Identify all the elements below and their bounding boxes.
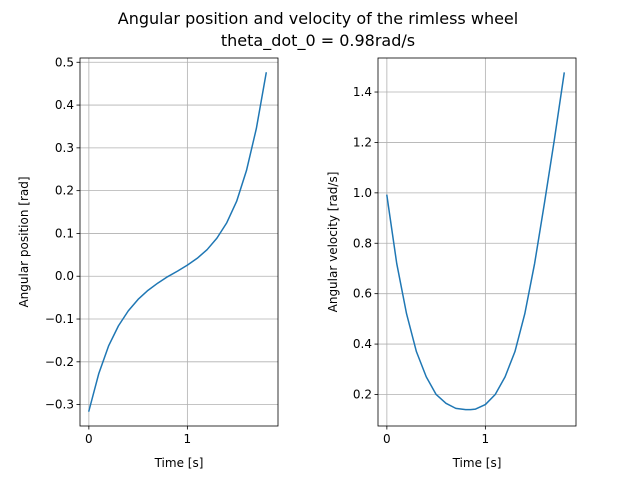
position-x-tick-label: 0 xyxy=(85,432,93,446)
velocity-y-tick-label: 1.2 xyxy=(353,135,372,149)
velocity-y-axis-label: Angular velocity [rad/s] xyxy=(326,172,340,313)
velocity-y-tick-label: 0.2 xyxy=(353,387,372,401)
position-y-tick-label: 0.2 xyxy=(55,184,74,198)
velocity-y-tick-label: 1.0 xyxy=(353,186,372,200)
position-y-tick-label: −0.1 xyxy=(45,312,74,326)
velocity-y-tick-label: 0.6 xyxy=(353,287,372,301)
position-x-tick-label: 1 xyxy=(184,432,192,446)
velocity-y-tick-label: 0.4 xyxy=(353,337,372,351)
position-y-tick-label: 0.5 xyxy=(55,55,74,69)
velocity-x-tick-label: 0 xyxy=(383,432,391,446)
figure-title-line1: Angular position and velocity of the rim… xyxy=(118,9,518,28)
position-y-tick-label: 0.4 xyxy=(55,98,74,112)
velocity-series-line xyxy=(386,72,566,411)
position-y-tick-label: 0.1 xyxy=(55,226,74,240)
position-y-tick-label: −0.2 xyxy=(45,355,74,369)
velocity-axes-frame xyxy=(377,57,577,427)
velocity-y-tick-label: 1.4 xyxy=(353,85,372,99)
velocity-x-tick-label: 1 xyxy=(482,432,490,446)
velocity-subplot: 0 1 0.2 0.4 0.6 0.8 1.0 1.2 1.4 Time [s] Angular v… xyxy=(326,57,577,470)
velocity-x-axis-label: Time [s] xyxy=(452,456,502,470)
position-axes-frame xyxy=(79,57,279,427)
figure-title-line2: theta_dot_0 = 0.98rad/s xyxy=(221,31,415,51)
position-y-tick-label: −0.3 xyxy=(45,398,74,412)
velocity-y-tick-label: 0.8 xyxy=(353,236,372,250)
position-x-axis-label: Time [s] xyxy=(154,456,204,470)
position-y-tick-label: 0.3 xyxy=(55,141,74,155)
position-y-tick-label: 0.0 xyxy=(55,269,74,283)
position-subplot: 0 1 −0.3 −0.2 −0.1 0.0 0.1 0.2 0.3 0.4 0.5 Time [s]… xyxy=(17,55,279,470)
position-series-line xyxy=(87,72,268,412)
position-y-axis-label: Angular position [rad] xyxy=(17,176,31,307)
